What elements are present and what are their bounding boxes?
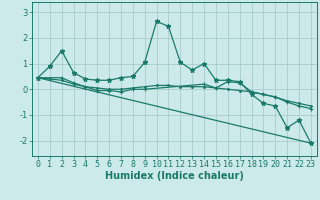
X-axis label: Humidex (Indice chaleur): Humidex (Indice chaleur): [105, 171, 244, 181]
